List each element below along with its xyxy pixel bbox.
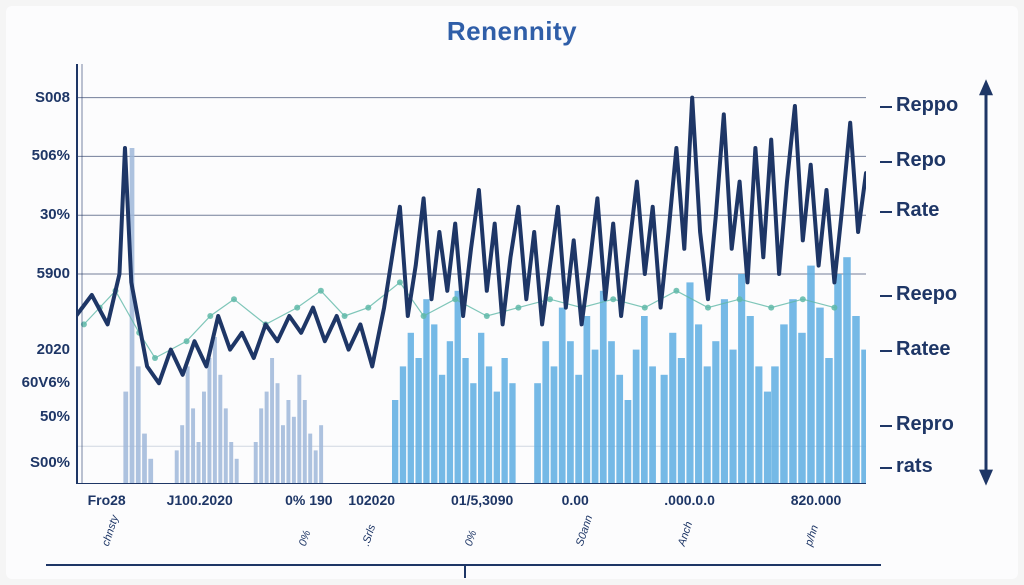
chart-frame: Renennity S008506%30%5900202060V6%50%S00…	[6, 6, 1018, 579]
right-arrow-axis	[6, 6, 1018, 579]
bottom-rule-tick	[464, 564, 466, 578]
